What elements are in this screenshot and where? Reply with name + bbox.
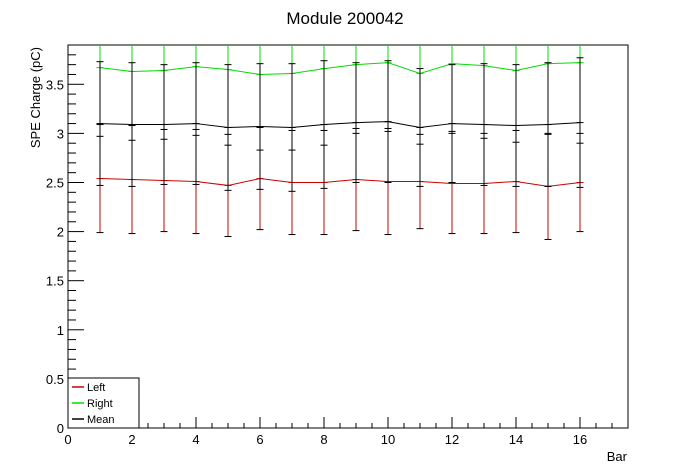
y-tick-label: 1.5: [46, 274, 64, 289]
legend: Left Right Mean: [67, 377, 140, 429]
y-tick-label: 2.5: [46, 175, 64, 190]
y-tick-label: 0.5: [46, 372, 64, 387]
plot-frame: [67, 44, 629, 429]
x-tick-label: 4: [192, 432, 199, 447]
x-tick-label: 14: [509, 432, 523, 447]
x-tick-label: 8: [320, 432, 327, 447]
y-tick-label: 3: [57, 126, 64, 141]
series-mean: [96, 57, 584, 192]
y-axis-label: SPE Charge (pC): [28, 47, 43, 148]
legend-label: Left: [87, 382, 105, 394]
x-tick-label: 10: [381, 432, 395, 447]
x-tick-label: 2: [128, 432, 135, 447]
series-right: [96, 45, 584, 151]
series-line: [99, 178, 581, 187]
x-tick-label: 16: [573, 432, 587, 447]
axes: 0 2 4 6 8 10 12 14 16 0 0.5 1 1.5 2 2.5 3 3.5: [46, 44, 629, 447]
x-tick-label: 12: [445, 432, 459, 447]
legend-label: Right: [87, 398, 113, 410]
series-line: [99, 121, 581, 128]
x-axis-label: Bar: [607, 449, 628, 464]
y-tick-label: 2: [57, 225, 64, 240]
chart-title: Module 200042: [286, 9, 403, 28]
x-tick-label: 0: [64, 432, 71, 447]
series-left: [96, 124, 584, 240]
y-tick-label: 1: [57, 323, 64, 338]
series-layer: [96, 45, 584, 240]
series-line: [99, 62, 581, 75]
y-tick-label: 0: [57, 421, 64, 436]
x-tick-label: 6: [256, 432, 263, 447]
legend-label: Mean: [87, 414, 115, 426]
y-tick-label: 3.5: [46, 77, 64, 92]
